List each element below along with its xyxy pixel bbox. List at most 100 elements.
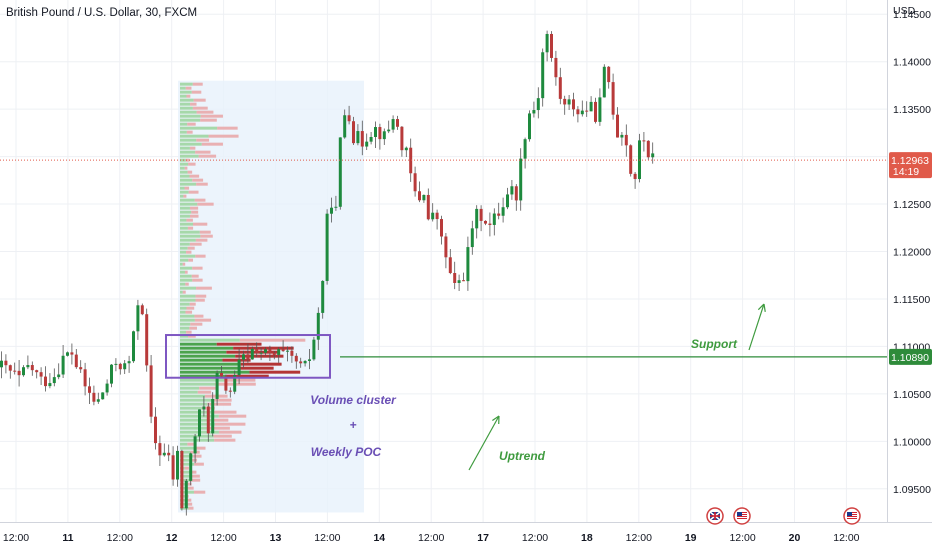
candle-down[interactable] <box>158 443 162 456</box>
candle-up[interactable] <box>242 354 245 360</box>
candle-up[interactable] <box>510 186 514 195</box>
candle-down[interactable] <box>299 361 303 364</box>
candle-down[interactable] <box>585 110 589 112</box>
candle-up[interactable] <box>470 228 474 248</box>
candle-down[interactable] <box>140 305 144 315</box>
time-axis[interactable]: 12:00 11 12:00 12 12:00 13 12:00 14 12:00 17 12:00… <box>3 532 860 544</box>
candle-up[interactable] <box>532 110 536 114</box>
candle-down[interactable] <box>352 121 355 144</box>
candle-up[interactable] <box>101 392 105 400</box>
candle-up[interactable] <box>162 452 166 456</box>
candle-up[interactable] <box>184 480 188 509</box>
candle-up[interactable] <box>250 348 254 360</box>
candle-up[interactable] <box>96 399 100 402</box>
candle-down[interactable] <box>118 363 122 370</box>
candle-down[interactable] <box>83 369 87 387</box>
candle-down[interactable] <box>145 314 149 366</box>
candle-down[interactable] <box>497 213 501 216</box>
candle-up[interactable] <box>580 110 584 115</box>
candle-up[interactable] <box>308 359 311 361</box>
candle-down[interactable] <box>453 273 457 283</box>
candle-down[interactable] <box>611 82 615 115</box>
candle-up[interactable] <box>193 436 197 454</box>
candle-up[interactable] <box>422 194 426 201</box>
candle-up[interactable] <box>457 280 461 283</box>
candle-up[interactable] <box>114 363 118 365</box>
candle-up[interactable] <box>52 377 56 384</box>
candle-down[interactable] <box>347 115 351 122</box>
candle-up[interactable] <box>475 208 479 229</box>
candle-down[interactable] <box>558 77 562 99</box>
candle-down[interactable] <box>594 101 597 122</box>
candle-up[interactable] <box>598 97 602 122</box>
candle-down[interactable] <box>440 219 443 237</box>
candle-up[interactable] <box>620 134 624 138</box>
candle-up[interactable] <box>369 137 373 142</box>
candle-up[interactable] <box>492 213 496 225</box>
candle-up[interactable] <box>334 206 338 208</box>
candle-down[interactable] <box>426 194 430 220</box>
candle-down[interactable] <box>88 386 91 393</box>
candle-down[interactable] <box>246 354 250 360</box>
candle-up[interactable] <box>61 355 65 375</box>
candle-up[interactable] <box>466 247 470 282</box>
candle-down[interactable] <box>290 350 294 356</box>
last-price-tag[interactable]: 1.12963 14:19 <box>889 152 932 179</box>
candle-up[interactable] <box>105 383 109 393</box>
candle-down[interactable] <box>396 119 399 127</box>
candle-down[interactable] <box>171 455 175 480</box>
candle-down[interactable] <box>360 131 364 147</box>
uk-flag-icon[interactable] <box>706 507 724 525</box>
candle-up[interactable] <box>176 450 179 480</box>
candle-up[interactable] <box>198 409 201 437</box>
candle-up[interactable] <box>57 374 61 378</box>
candle-up[interactable] <box>312 339 316 360</box>
candle-down[interactable] <box>479 208 483 221</box>
candle-up[interactable] <box>431 212 435 220</box>
candle-up[interactable] <box>0 360 3 368</box>
candle-down[interactable] <box>378 127 382 140</box>
candle-up[interactable] <box>237 359 241 376</box>
candle-down[interactable] <box>400 126 404 151</box>
candle-up[interactable] <box>264 349 267 353</box>
candle-down[interactable] <box>572 99 575 110</box>
candle-down[interactable] <box>92 392 96 402</box>
candle-down[interactable] <box>35 370 39 373</box>
candle-down[interactable] <box>30 365 34 371</box>
candle-up[interactable] <box>325 213 329 281</box>
candle-down[interactable] <box>629 145 633 174</box>
candle-up[interactable] <box>259 352 263 354</box>
candle-up[interactable] <box>404 147 408 151</box>
candle-up[interactable] <box>233 375 237 392</box>
candle-down[interactable] <box>462 280 465 282</box>
candle-down[interactable] <box>228 390 232 392</box>
candle-down[interactable] <box>281 349 285 352</box>
candle-down[interactable] <box>607 66 611 83</box>
candles[interactable] <box>0 30 655 516</box>
candle-down[interactable] <box>488 223 492 225</box>
candle-down[interactable] <box>220 372 223 377</box>
candle-down[interactable] <box>633 173 637 180</box>
candle-down[interactable] <box>4 360 8 366</box>
candle-up[interactable] <box>528 113 531 140</box>
candle-down[interactable] <box>576 109 580 115</box>
us-flag-icon[interactable] <box>843 507 861 525</box>
candle-up[interactable] <box>536 98 540 111</box>
candle-up[interactable] <box>651 153 655 158</box>
candle-down[interactable] <box>224 376 228 391</box>
candle-up[interactable] <box>338 137 342 207</box>
candle-down[interactable] <box>550 33 553 58</box>
candle-down[interactable] <box>255 348 259 354</box>
candle-down[interactable] <box>616 114 619 138</box>
candle-down[interactable] <box>74 354 78 368</box>
candle-down[interactable] <box>435 212 439 220</box>
candle-up[interactable] <box>277 349 281 355</box>
candle-up[interactable] <box>286 350 289 352</box>
candle-down[interactable] <box>79 367 83 370</box>
candle-up[interactable] <box>48 383 52 387</box>
candle-down[interactable] <box>444 236 448 258</box>
candle-down[interactable] <box>413 173 417 192</box>
candle-up[interactable] <box>211 398 215 434</box>
candle-down[interactable] <box>272 352 276 355</box>
